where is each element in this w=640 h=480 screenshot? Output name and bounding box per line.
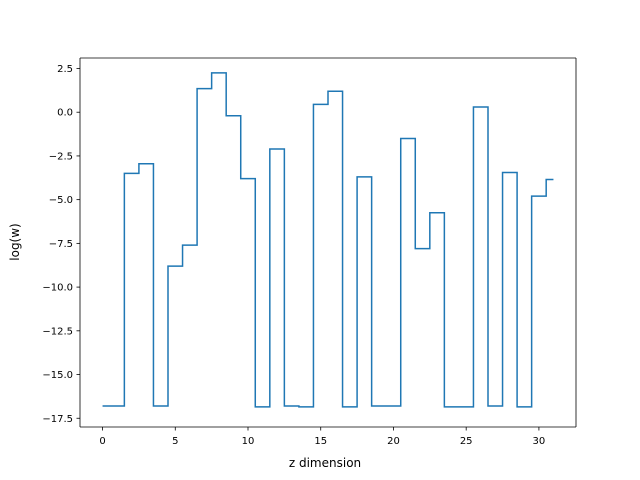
x-tick-label: 5 [172, 436, 178, 447]
y-tick-label: −17.5 [42, 414, 73, 425]
y-tick-label: −10.0 [42, 283, 73, 294]
y-tick-label: −2.5 [49, 151, 73, 162]
x-tick-label: 30 [533, 436, 546, 447]
x-tick-label: 10 [242, 436, 255, 447]
x-tick-label: 0 [99, 436, 105, 447]
y-tick-label: −12.5 [42, 326, 73, 337]
y-tick-label: −7.5 [49, 239, 73, 250]
axes-layer: 0 5 10 15 20 25 30 2.5 0.0 −2.5 −5.0 −7.5 −10.0 −12.5… [42, 57, 577, 447]
x-tick-label: 25 [460, 436, 473, 447]
y-tick-label: −15.0 [42, 370, 73, 381]
x-tick-label: 20 [387, 436, 400, 447]
x-axis-label: z dimension [289, 456, 361, 470]
x-tick-label: 15 [314, 436, 327, 447]
y-tick-label: 0.0 [57, 108, 73, 119]
y-axis-label: log(w) [8, 223, 22, 260]
y-tick-label: 2.5 [57, 64, 73, 75]
y-tick-label: −5.0 [49, 195, 73, 206]
series-layer [102, 72, 554, 408]
series-line-0 [102, 72, 554, 408]
